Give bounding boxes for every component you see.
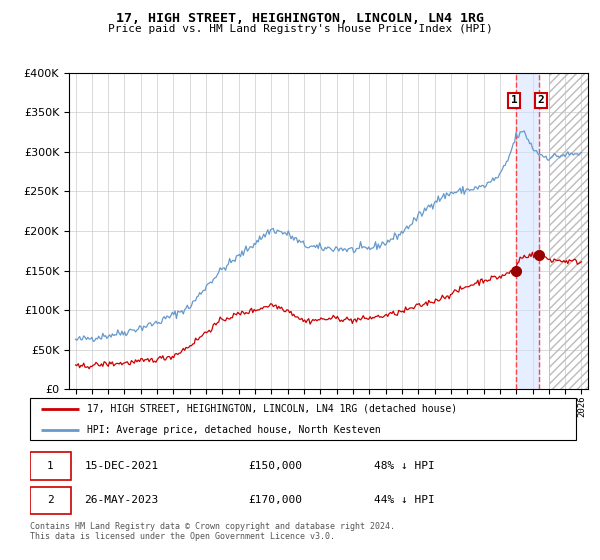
Text: £170,000: £170,000	[248, 495, 302, 505]
Text: 17, HIGH STREET, HEIGHINGTON, LINCOLN, LN4 1RG (detached house): 17, HIGH STREET, HEIGHINGTON, LINCOLN, L…	[88, 404, 457, 414]
Text: 26-MAY-2023: 26-MAY-2023	[85, 495, 159, 505]
Text: Price paid vs. HM Land Registry's House Price Index (HPI): Price paid vs. HM Land Registry's House …	[107, 24, 493, 34]
Text: HPI: Average price, detached house, North Kesteven: HPI: Average price, detached house, Nort…	[88, 426, 381, 435]
Bar	[515, 73, 539, 389]
Text: 17, HIGH STREET, HEIGHINGTON, LINCOLN, LN4 1RG: 17, HIGH STREET, HEIGHINGTON, LINCOLN, L…	[116, 12, 484, 25]
Text: Contains HM Land Registry data © Crown copyright and database right 2024.
This d: Contains HM Land Registry data © Crown c…	[30, 522, 395, 542]
FancyBboxPatch shape	[30, 487, 71, 514]
Text: 15-DEC-2021: 15-DEC-2021	[85, 461, 159, 471]
Bar	[549, 73, 598, 389]
Text: 44% ↓ HPI: 44% ↓ HPI	[374, 495, 435, 505]
Text: 48% ↓ HPI: 48% ↓ HPI	[374, 461, 435, 471]
Text: £150,000: £150,000	[248, 461, 302, 471]
Text: 1: 1	[47, 461, 53, 471]
Text: 1: 1	[511, 96, 517, 105]
FancyBboxPatch shape	[30, 452, 71, 479]
Text: 2: 2	[538, 96, 544, 105]
Text: 2: 2	[47, 495, 53, 505]
FancyBboxPatch shape	[30, 398, 576, 440]
Bar	[549, 73, 598, 389]
